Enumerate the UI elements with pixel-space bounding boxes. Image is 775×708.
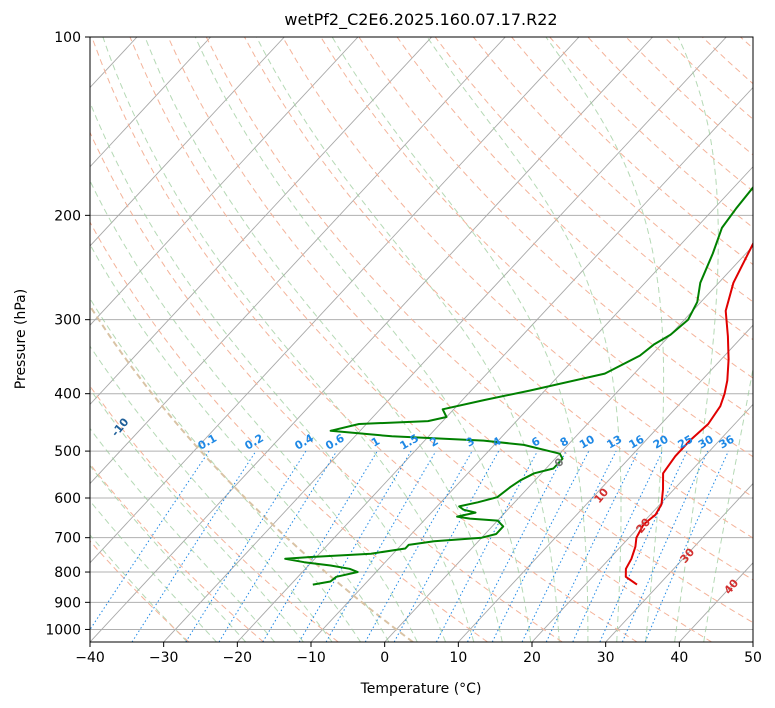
y-tick-label: 600 — [54, 491, 81, 507]
isotherm — [605, 482, 753, 642]
dry-adiabat — [167, 37, 753, 624]
moist-adiabat — [90, 345, 333, 642]
moist-adiabat — [90, 297, 362, 642]
mixing-ratio-line — [393, 450, 500, 642]
dry-adiabat — [90, 463, 264, 642]
isotherm — [90, 37, 211, 168]
mixing-ratio-line — [491, 450, 590, 642]
x-tick-label: 0 — [380, 650, 389, 666]
isotherm — [384, 245, 753, 642]
mixing-ratio-line — [218, 450, 338, 642]
mixing-ratio-line — [644, 450, 729, 642]
moist-adiabat — [256, 37, 560, 642]
dry-adiabat — [90, 540, 190, 642]
moist-adiabat — [426, 37, 622, 642]
y-tick-label: 300 — [54, 313, 81, 329]
mixing-ratio-line — [131, 450, 257, 642]
y-tick-label: 100 — [54, 30, 81, 46]
mixing-ratio-line — [364, 450, 473, 642]
x-tick-label: −30 — [149, 650, 179, 666]
moist-adiabat — [545, 37, 665, 642]
isotherm — [90, 37, 506, 485]
x-axis-label: Temperature (°C) — [360, 681, 482, 697]
isotherm — [531, 403, 753, 642]
chart-title: wetPf2_C2E6.2025.160.07.17.R22 — [284, 10, 557, 30]
mixing-ratio-line — [435, 450, 538, 642]
dry-adiabat — [473, 37, 753, 303]
dewpoint-profile — [284, 185, 753, 586]
x-tick-label: 10 — [449, 650, 467, 666]
moist-adiabat — [194, 37, 532, 642]
y-axis-ticks: 100 200 300 400 500 600 700 800 900 1000 — [45, 30, 90, 638]
y-tick-label: 1000 — [45, 622, 81, 638]
isotherm — [90, 37, 580, 564]
x-tick-label: 20 — [523, 650, 541, 666]
moist-adiabat — [674, 37, 719, 642]
dry-adiabat — [434, 37, 753, 341]
isotherm — [458, 324, 753, 642]
dry-adiabat — [90, 221, 488, 642]
temperature-profile — [624, 241, 753, 586]
mixing-ratio-line — [90, 450, 210, 631]
y-tick-label: 900 — [54, 595, 81, 611]
x-tick-label: −40 — [75, 650, 105, 666]
dry-adiabat — [244, 37, 753, 539]
dry-adiabat — [396, 37, 753, 379]
mixing-ratio-line — [185, 450, 307, 642]
y-tick-label: 500 — [54, 444, 81, 460]
moist-adiabat — [331, 37, 589, 642]
y-tick-label: 200 — [54, 208, 81, 224]
moist-adiabat — [90, 243, 390, 642]
y-axis-label: Pressure (hPa) — [13, 289, 29, 389]
moist-adiabats — [90, 37, 753, 642]
x-tick-label: 30 — [597, 650, 615, 666]
mixing-ratio-line — [621, 450, 709, 642]
moist-adiabat — [90, 179, 418, 642]
isotherm — [237, 86, 753, 642]
moist-adiabat — [102, 37, 475, 642]
x-tick-label: −10 — [296, 650, 326, 666]
isotherm — [90, 37, 359, 326]
mixing-ratio-lines — [90, 450, 729, 642]
sounding-series — [284, 185, 753, 586]
x-tick-label: 50 — [744, 650, 762, 666]
dry-adiabat — [129, 37, 712, 642]
mixing-ratio-line — [521, 450, 617, 642]
moist-adiabat — [90, 101, 446, 642]
isotherm — [310, 166, 753, 642]
x-tick-label: 40 — [670, 650, 688, 666]
moist-adiabat — [703, 366, 753, 642]
moist-adiabat — [90, 388, 304, 642]
moist-adiabat — [144, 37, 503, 642]
y-tick-label: 800 — [54, 565, 81, 581]
dry-adiabat — [282, 37, 753, 498]
isotherm — [90, 37, 285, 247]
dry-adiabat — [91, 37, 638, 642]
x-tick-label: −20 — [223, 650, 253, 666]
isotherm — [163, 37, 727, 642]
plot-frame — [89, 36, 754, 643]
dry-adiabat — [205, 37, 753, 581]
x-axis-ticks: −40 −30 −20 −10 0 10 20 30 40 50 — [75, 642, 762, 666]
y-tick-label: 400 — [54, 387, 81, 403]
dry-adiabat — [90, 131, 563, 642]
y-tick-label: 700 — [54, 531, 81, 547]
